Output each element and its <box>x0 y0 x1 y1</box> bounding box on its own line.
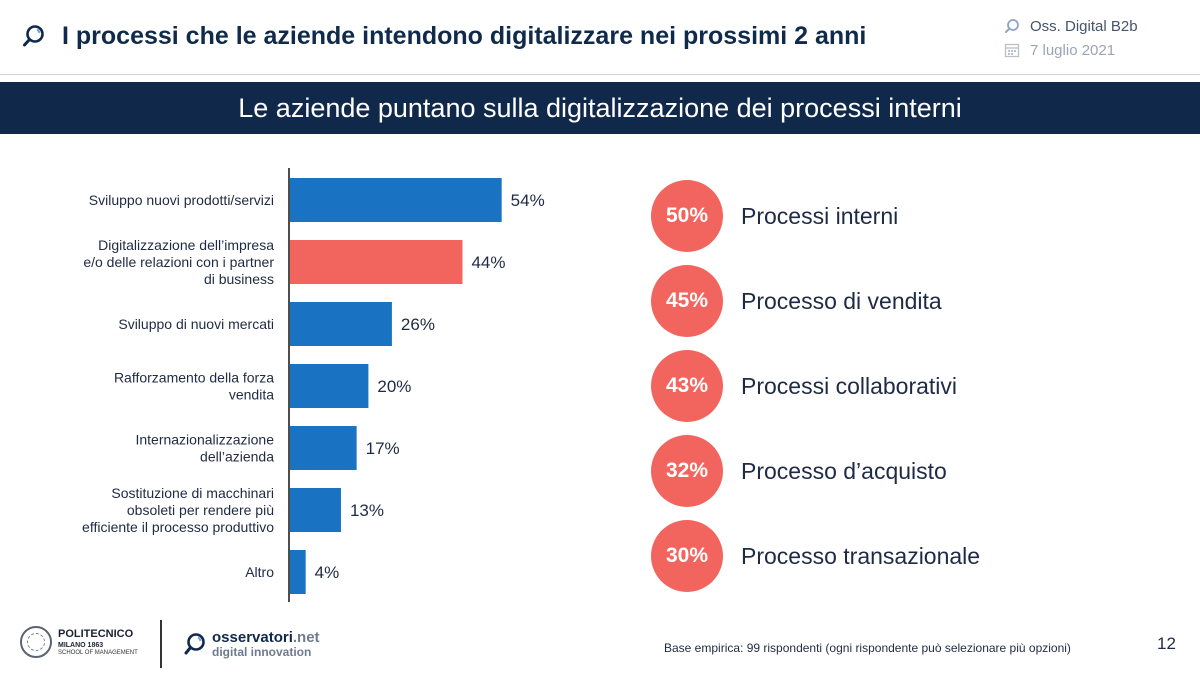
magnifier-logo-icon <box>23 25 44 47</box>
bubble-row: 45% Processo di vendita <box>651 265 942 337</box>
bar <box>290 302 392 346</box>
bubble-row: 32% Processo d’acquisto <box>651 435 947 507</box>
osservatori-magnifier-icon <box>184 633 205 655</box>
politecnico-logo: POLITECNICO MILANO 1863 SCHOOL OF MANAGE… <box>20 626 138 658</box>
category-label: Digitalizzazione dell’impresa e/o delle r… <box>83 237 274 287</box>
osservatori-tagline: digital innovation <box>212 645 312 659</box>
bar-value-label: 13% <box>350 501 384 520</box>
source-label: Oss. Digital B2b <box>1030 17 1138 35</box>
bar-value-label: 20% <box>377 377 411 396</box>
bubble-value: 45% <box>651 265 723 337</box>
bar <box>290 240 463 284</box>
magnifier-small-icon <box>1005 19 1019 33</box>
bar-value-label: 54% <box>511 191 545 210</box>
category-label: Altro <box>245 564 274 580</box>
date-label: 7 luglio 2021 <box>1030 41 1116 59</box>
politecnico-wordmark: POLITECNICO MILANO 1863 SCHOOL OF MANAGE… <box>58 627 138 656</box>
category-label: Sostituzione di macchinari obsoleti per r… <box>82 485 274 535</box>
bar <box>290 178 502 222</box>
bar-value-label: 17% <box>366 439 400 458</box>
calendar-icon <box>1004 43 1020 58</box>
bubble-row: 30% Processo transazionale <box>651 520 980 592</box>
source-row: Oss. Digital B2b <box>1004 14 1138 38</box>
bubble-label: Processo d’acquisto <box>741 457 947 484</box>
category-label: Rafforzamento della forza vendita <box>114 370 274 403</box>
osservatori-wordmark: osservatori.net <box>212 629 320 646</box>
bar-value-label: 44% <box>471 253 505 272</box>
bar-value-label: 4% <box>315 563 340 582</box>
footer-divider <box>160 620 162 668</box>
bubble-value: 50% <box>651 180 723 252</box>
bubble-value: 32% <box>651 435 723 507</box>
base-note: Base empirica: 99 rispondenti (ogni risp… <box>664 641 1071 655</box>
bubble-value: 30% <box>651 520 723 592</box>
bar <box>290 364 369 408</box>
bubble-label: Processo transazionale <box>741 542 981 569</box>
bubble-label: Processo di vendita <box>741 287 942 314</box>
category-label: Sviluppo nuovi prodotti/servizi <box>89 192 274 208</box>
headline-banner: Le aziende puntano sulla digitalizzazion… <box>0 82 1200 134</box>
slide-header: I processi che le aziende intendono digi… <box>0 0 1200 75</box>
bubble-label: Processi collaborativi <box>741 372 958 399</box>
bubble-value: 43% <box>651 350 723 422</box>
category-label: Sviluppo di nuovi mercati <box>118 316 274 332</box>
bar <box>290 426 357 470</box>
header-meta: Oss. Digital B2b 7 luglio 2021 <box>1004 14 1138 62</box>
bar-chart: 54% Sviluppo nuovi prodotti/servizi 44% Dig… <box>82 168 545 602</box>
bar-value-label: 26% <box>401 315 435 334</box>
category-label: Internazionalizzazione dell’azienda <box>135 432 274 465</box>
politecnico-seal-icon <box>20 626 52 658</box>
page-title: I processi che le aziende intendono digi… <box>62 22 867 50</box>
bubble-label: Processi interni <box>741 202 899 229</box>
bar <box>290 488 341 532</box>
page-number: 12 <box>1157 634 1176 653</box>
date-row: 7 luglio 2021 <box>1004 38 1138 62</box>
bubble-row: 50% Processi interni <box>651 180 898 252</box>
bar <box>290 550 306 594</box>
osservatori-logo: osservatori.net digital innovation <box>184 630 320 658</box>
bubble-row: 43% Processi collaborativi <box>651 350 957 422</box>
